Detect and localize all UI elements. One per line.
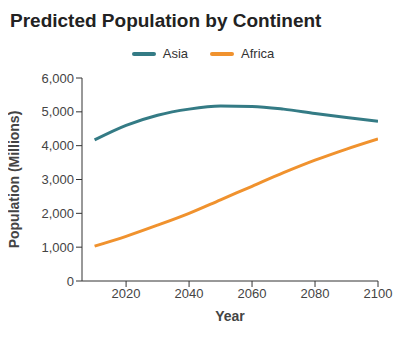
html-text:Asia: Asia xyxy=(162,46,188,61)
svg-text:3,000: 3,000 xyxy=(41,172,74,187)
html-text:Predicted Population by Contin: Predicted Population by Continent xyxy=(10,10,322,31)
svg-text:4,000: 4,000 xyxy=(41,138,74,153)
svg-text:2040: 2040 xyxy=(175,286,204,301)
svg-text:2060: 2060 xyxy=(238,286,267,301)
svg-text:2080: 2080 xyxy=(301,286,330,301)
svg-text:Population (Millions): Population (Millions) xyxy=(8,111,22,249)
svg-text:0: 0 xyxy=(67,274,74,289)
svg-text:2020: 2020 xyxy=(112,286,141,301)
svg-text:1,000: 1,000 xyxy=(41,240,74,255)
svg-text:6,000: 6,000 xyxy=(41,71,74,86)
svg-text:2100: 2100 xyxy=(364,286,393,301)
svg-text:Year: Year xyxy=(215,308,245,324)
svg-text:2,000: 2,000 xyxy=(41,206,74,221)
svg-text:5,000: 5,000 xyxy=(41,104,74,119)
html-text:Africa: Africa xyxy=(241,46,275,61)
